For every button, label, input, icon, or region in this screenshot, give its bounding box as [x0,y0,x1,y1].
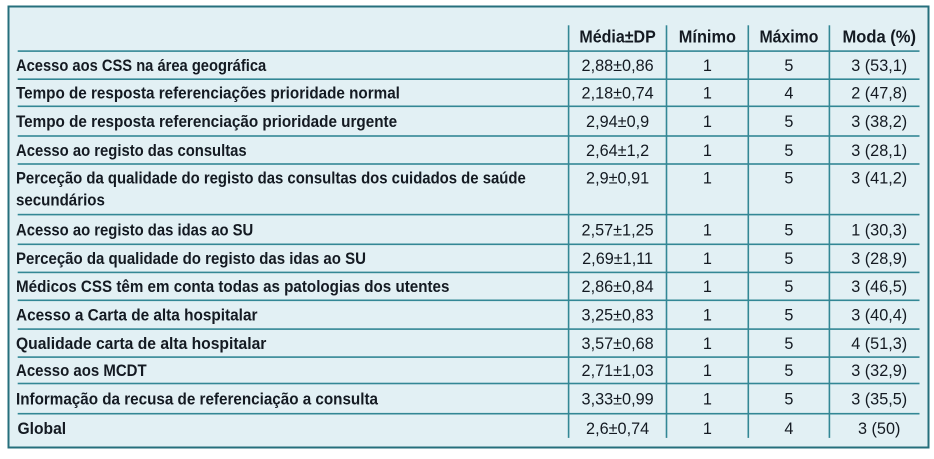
svg-text:5: 5 [784,250,793,268]
svg-text:1: 1 [703,113,712,131]
svg-text:5: 5 [784,57,793,75]
svg-text:3 (28,9): 3 (28,9) [851,250,907,268]
svg-text:Qualidade carta de alta hospit: Qualidade carta de alta hospitalar [16,334,267,353]
svg-text:3 (53,1): 3 (53,1) [851,57,907,75]
svg-text:1: 1 [703,250,712,268]
svg-text:2,94±0,9: 2,94±0,9 [586,113,649,131]
svg-text:Perceção da qualidade do regis: Perceção da qualidade do registo das ida… [16,249,366,268]
svg-text:Acesso a Carta de alta hospita: Acesso a Carta de alta hospitalar [16,306,258,325]
svg-text:3 (46,5): 3 (46,5) [851,278,907,296]
svg-text:2,88±0,86: 2,88±0,86 [582,57,654,75]
svg-text:5: 5 [784,169,793,187]
svg-text:2,18±0,74: 2,18±0,74 [582,84,654,102]
svg-text:3,25±0,83: 3,25±0,83 [582,306,654,324]
svg-text:4: 4 [784,420,793,438]
svg-text:2,57±1,25: 2,57±1,25 [582,221,654,239]
svg-text:1: 1 [703,84,712,102]
svg-text:3 (50): 3 (50) [858,420,900,438]
svg-text:5: 5 [784,278,793,296]
svg-text:5: 5 [784,362,793,380]
svg-text:1: 1 [703,335,712,353]
svg-text:Global: Global [18,419,67,438]
svg-text:4: 4 [784,84,793,102]
svg-text:3,33±0,99: 3,33±0,99 [582,390,654,408]
svg-text:3 (35,5): 3 (35,5) [851,390,907,408]
svg-text:3 (28,1): 3 (28,1) [851,142,907,160]
svg-text:2,64±1,2: 2,64±1,2 [586,142,649,160]
svg-text:1: 1 [703,306,712,324]
svg-text:Informação da recusa de refere: Informação da recusa de referenciação a … [16,390,379,409]
svg-text:1: 1 [703,362,712,380]
svg-text:3 (32,9): 3 (32,9) [851,362,907,380]
svg-text:3 (41,2): 3 (41,2) [851,169,907,187]
svg-text:2,86±0,84: 2,86±0,84 [582,278,654,296]
svg-text:Perceção da qualidade do regis: Perceção da qualidade do registo das con… [16,170,526,188]
svg-text:3 (38,2): 3 (38,2) [851,113,907,131]
svg-text:Acesso ao registo das consulta: Acesso ao registo das consultas [16,142,247,160]
svg-text:Médicos CSS têm em conta todas: Médicos CSS têm em conta todas as patolo… [16,277,449,296]
svg-text:2,6±0,74: 2,6±0,74 [586,420,649,438]
svg-text:Média±DP: Média±DP [579,27,655,47]
svg-text:secundários: secundários [16,191,105,210]
svg-text:2,9±0,91: 2,9±0,91 [586,169,649,187]
svg-text:Moda (%): Moda (%) [842,26,916,47]
svg-text:Mínimo: Mínimo [679,26,736,47]
svg-text:Tempo de resposta referenciaçã: Tempo de resposta referenciação priorida… [16,112,397,131]
svg-text:5: 5 [784,142,793,160]
svg-text:1: 1 [703,278,712,296]
svg-text:Tempo de resposta referenciaçõ: Tempo de resposta referenciações priorid… [16,84,400,103]
svg-text:1: 1 [703,221,712,239]
svg-text:Acesso aos CSS na área geográf: Acesso aos CSS na área geográfica [16,57,266,75]
svg-text:1: 1 [703,420,712,438]
svg-text:3,57±0,68: 3,57±0,68 [582,335,654,353]
svg-text:5: 5 [784,335,793,353]
svg-text:5: 5 [784,306,793,324]
svg-text:Acesso aos MCDT: Acesso aos MCDT [16,361,147,380]
svg-text:4 (51,3): 4 (51,3) [851,335,907,353]
svg-text:1: 1 [703,57,712,75]
svg-text:2,69±1,11: 2,69±1,11 [582,250,653,268]
svg-text:1: 1 [703,169,712,187]
svg-text:1 (30,3): 1 (30,3) [851,221,907,239]
svg-text:2,71±1,03: 2,71±1,03 [582,362,654,380]
svg-text:5: 5 [784,390,793,408]
svg-text:Máximo: Máximo [759,27,818,47]
svg-text:5: 5 [784,221,793,239]
svg-text:Acesso ao registo das idas ao: Acesso ao registo das idas ao SU [16,221,253,239]
svg-text:5: 5 [784,113,793,131]
svg-text:3 (40,4): 3 (40,4) [851,306,907,324]
svg-text:2 (47,8): 2 (47,8) [851,84,907,102]
svg-text:1: 1 [703,390,712,408]
svg-text:1: 1 [703,142,712,160]
